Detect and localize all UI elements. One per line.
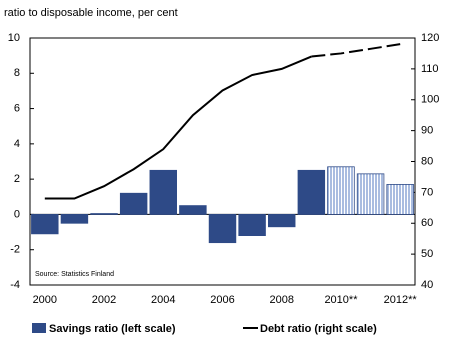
y2-tick-label: 90 — [421, 125, 433, 137]
legend-label: Savings ratio (left scale) — [49, 323, 176, 335]
plot-frame — [29, 37, 416, 286]
y2-tick-label: 120 — [421, 32, 439, 44]
x-tick-label: 2012** — [384, 294, 418, 306]
subtitle: ratio to disposable income, per cent — [4, 7, 178, 19]
y2-tick-label: 80 — [421, 155, 433, 167]
debt-line-forecast — [311, 43, 401, 58]
bar — [90, 213, 118, 215]
y2-tick-label: 60 — [421, 217, 433, 229]
x-tick-label: 2010** — [324, 294, 358, 306]
source: Source: Statistics Finland — [35, 271, 114, 278]
x-tick-label: 2006 — [210, 294, 234, 306]
bar — [179, 205, 207, 215]
bar — [356, 173, 385, 215]
bar — [149, 169, 177, 215]
bar — [238, 214, 266, 237]
y2-tick-label: 100 — [421, 94, 439, 106]
y-tick-label: 4 — [14, 138, 20, 150]
y-tick-label: -4 — [10, 279, 20, 291]
bar — [386, 184, 414, 215]
bar — [31, 214, 59, 235]
debt-line — [44, 55, 312, 200]
bar — [268, 214, 296, 228]
y2-tick-label: 40 — [421, 279, 433, 291]
bar — [208, 214, 237, 244]
bar — [297, 169, 326, 215]
y2-tick-label: 50 — [421, 248, 433, 260]
legend-label: Debt ratio (right scale) — [260, 323, 377, 335]
bar — [327, 166, 355, 215]
legend-swatch — [32, 323, 46, 333]
y2-tick-label: 110 — [421, 63, 439, 75]
y-tick-label: 10 — [8, 32, 20, 44]
x-tick-label: 2000 — [33, 294, 57, 306]
y-tick-label: 6 — [14, 102, 20, 114]
x-tick-label: 2002 — [92, 294, 116, 306]
bar — [60, 214, 89, 224]
x-tick-label: 2008 — [269, 294, 293, 306]
y-tick-label: 0 — [14, 208, 20, 220]
y-tick-label: 8 — [14, 67, 20, 79]
y2-tick-label: 70 — [421, 186, 433, 198]
y-tick-label: 2 — [14, 173, 20, 185]
x-tick-label: 2004 — [151, 294, 175, 306]
y-tick-label: -2 — [10, 244, 20, 256]
bar — [119, 192, 148, 215]
